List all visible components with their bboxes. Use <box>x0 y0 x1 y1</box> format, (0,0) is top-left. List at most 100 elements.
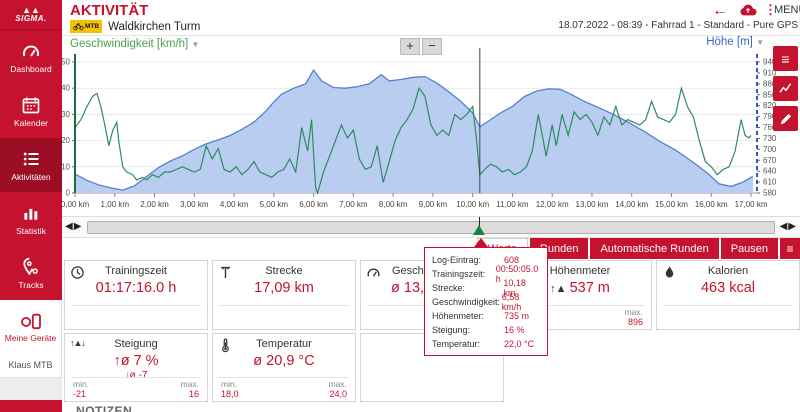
svg-text:40: 40 <box>62 84 71 93</box>
sidebar-item-label: Kalender <box>13 117 49 128</box>
list-icon: ≡ <box>781 50 790 67</box>
cyclist-icon <box>73 22 84 31</box>
svg-text:940: 940 <box>763 58 777 67</box>
tooltip-value: 16 % <box>504 325 525 335</box>
chart-panel: 0 10 20 30 40 50 580 610 640 670 700 730 760 790 820 85… <box>62 36 800 216</box>
gauge2-icon <box>366 265 381 280</box>
svg-text:0,00 km: 0,00 km <box>62 200 90 209</box>
stat-title: Höhenmeter <box>549 265 611 277</box>
thermometer-icon <box>218 338 233 353</box>
stat-title: Temperatur <box>256 338 312 350</box>
activity-meta: 18.07.2022 - 08:39 - Fahrrad 1 - Standar… <box>558 20 798 31</box>
min-label: min. <box>221 379 238 389</box>
sidebar-item-statistik[interactable]: Statistik <box>0 192 62 246</box>
min-value: -21 <box>73 389 87 399</box>
menu-button[interactable]: MENU <box>774 4 800 16</box>
stat-value: ø 13,2 <box>391 280 433 296</box>
signpost-icon <box>218 265 233 280</box>
sidebar-item-tracks[interactable]: Tracks <box>0 246 62 300</box>
tooltip-row: Steigung: 16 % <box>432 323 540 337</box>
stat-minmax <box>219 305 349 327</box>
sigma-logo[interactable]: ▲▲ SIGMA. <box>0 0 62 30</box>
stat-tile-steigung: ↑▲↓ Steigung ↑ø 7 % ↓ø -7 min. -21 max. 16 <box>64 333 208 402</box>
scrub-right-arrows[interactable]: ◀▶ <box>779 221 797 232</box>
svg-text:880: 880 <box>763 79 777 88</box>
scrub-track[interactable] <box>87 221 775 234</box>
right-axis-selector[interactable]: Höhe [m] ▼ <box>706 36 764 48</box>
stat-title: Steigung <box>114 338 158 350</box>
svg-text:7,00 km: 7,00 km <box>339 200 368 209</box>
sidebar-item-meine-geraete[interactable]: Meine Geräte <box>0 300 62 354</box>
sidebar-item-label: Dashboard <box>10 63 52 74</box>
tooltip-row: Log-Eintrag: 608 <box>432 253 540 267</box>
stat-minmax <box>71 305 201 327</box>
flame-icon <box>662 265 677 280</box>
left-axis-selector[interactable]: Geschwindigkeit [km/h] ▼ <box>70 38 200 50</box>
calendar-icon <box>21 95 41 115</box>
svg-text:50: 50 <box>62 58 71 67</box>
kebab-menu-icon[interactable]: ⋮ <box>764 2 777 17</box>
sidebar-menu: Dashboard Kalender Aktivitäten Statistik… <box>0 30 62 300</box>
header: AKTIVITÄT MTB Waldkirchen Turm ← ⋮ MENU … <box>62 0 800 36</box>
zoom-out-button[interactable]: − <box>422 38 442 55</box>
scrub-marker-handle[interactable] <box>473 225 485 235</box>
svg-text:790: 790 <box>763 112 777 121</box>
svg-text:17,00 km: 17,00 km <box>735 200 768 209</box>
svg-text:850: 850 <box>763 90 777 99</box>
svg-text:580: 580 <box>763 189 777 198</box>
stat-value: ↑▲ 537 m <box>550 280 610 296</box>
stat-tile-strecke: Strecke 17,09 km <box>212 260 356 330</box>
zoom-in-button[interactable]: + <box>400 38 420 55</box>
tooltip-pointer <box>474 238 488 247</box>
sidebar-item-label: Statistik <box>16 225 46 236</box>
tooltip-row: Strecke: 10,18 km <box>432 278 540 298</box>
svg-text:8,00 km: 8,00 km <box>379 200 408 209</box>
stat-value: 17,09 km <box>254 280 314 296</box>
svg-text:9,00 km: 9,00 km <box>419 200 448 209</box>
scrub-left-arrows[interactable]: ◀▶ <box>65 221 83 232</box>
slope-icon: ↑▲↓ <box>70 338 86 348</box>
sidebar-item-label: Meine Geräte <box>4 332 57 343</box>
stat-value: 463 kcal <box>700 280 755 296</box>
edit-button[interactable] <box>773 106 798 131</box>
chevron-down-icon: ▼ <box>756 38 764 47</box>
sidebar: ▲▲ SIGMA. Dashboard Kalender Aktivitäten… <box>0 0 62 412</box>
stat-tile-temperatur: Temperatur ø 20,9 °C min. 18,0 max. 24,0 <box>212 333 356 402</box>
back-arrow-icon[interactable]: ← <box>712 2 728 19</box>
tab-pausen[interactable]: Pausen <box>720 238 778 259</box>
svg-text:700: 700 <box>763 145 777 154</box>
stat-value: ø 20,9 °C <box>253 353 315 369</box>
tabs-list-button[interactable]: ≡ <box>780 238 800 259</box>
tooltip-row: Geschwindigkeit: 6,58 km/h <box>432 292 540 312</box>
chart-view-button[interactable] <box>773 76 798 101</box>
bar-chart-icon <box>21 203 41 223</box>
devices-icon <box>20 312 42 330</box>
sigma-mountain-icon: ▲▲ <box>22 5 40 15</box>
svg-text:6,00 km: 6,00 km <box>299 200 328 209</box>
tab-automatische-runden[interactable]: Automatische Runden <box>590 238 719 259</box>
device-name[interactable]: Klaus MTB <box>0 354 62 378</box>
notes-heading: NOTIZEN <box>76 404 133 412</box>
activity-chart[interactable]: 0 10 20 30 40 50 580 610 640 670 700 730 760 790 820 85… <box>62 36 800 216</box>
sidebar-item-kalender[interactable]: Kalender <box>0 84 62 138</box>
max-label: max. <box>328 379 347 389</box>
sidebar-footer-bar <box>0 400 62 412</box>
sync-cloud-icon[interactable] <box>738 2 758 18</box>
max-value: 896 <box>627 317 643 327</box>
list-icon <box>21 149 41 169</box>
chevron-down-icon: ▼ <box>191 40 200 49</box>
svg-text:13,00 km: 13,00 km <box>576 200 609 209</box>
chart-tools: ≡ <box>773 46 798 131</box>
sidebar-item-label: Aktivitäten <box>11 171 51 182</box>
sidebar-item-dashboard[interactable]: Dashboard <box>0 30 62 84</box>
list-view-button[interactable]: ≡ <box>773 46 798 71</box>
max-label: max. <box>624 307 643 317</box>
tooltip-value: 735 m <box>504 311 530 321</box>
max-label: max. <box>180 379 199 389</box>
clock-icon <box>70 265 85 280</box>
sidebar-item-aktivitäten[interactable]: Aktivitäten <box>0 138 62 192</box>
min-value: 18,0 <box>221 389 239 399</box>
gauge-icon <box>21 41 41 61</box>
svg-text:12,00 km: 12,00 km <box>536 200 569 209</box>
sigma-logo-text: SIGMA. <box>15 14 47 23</box>
